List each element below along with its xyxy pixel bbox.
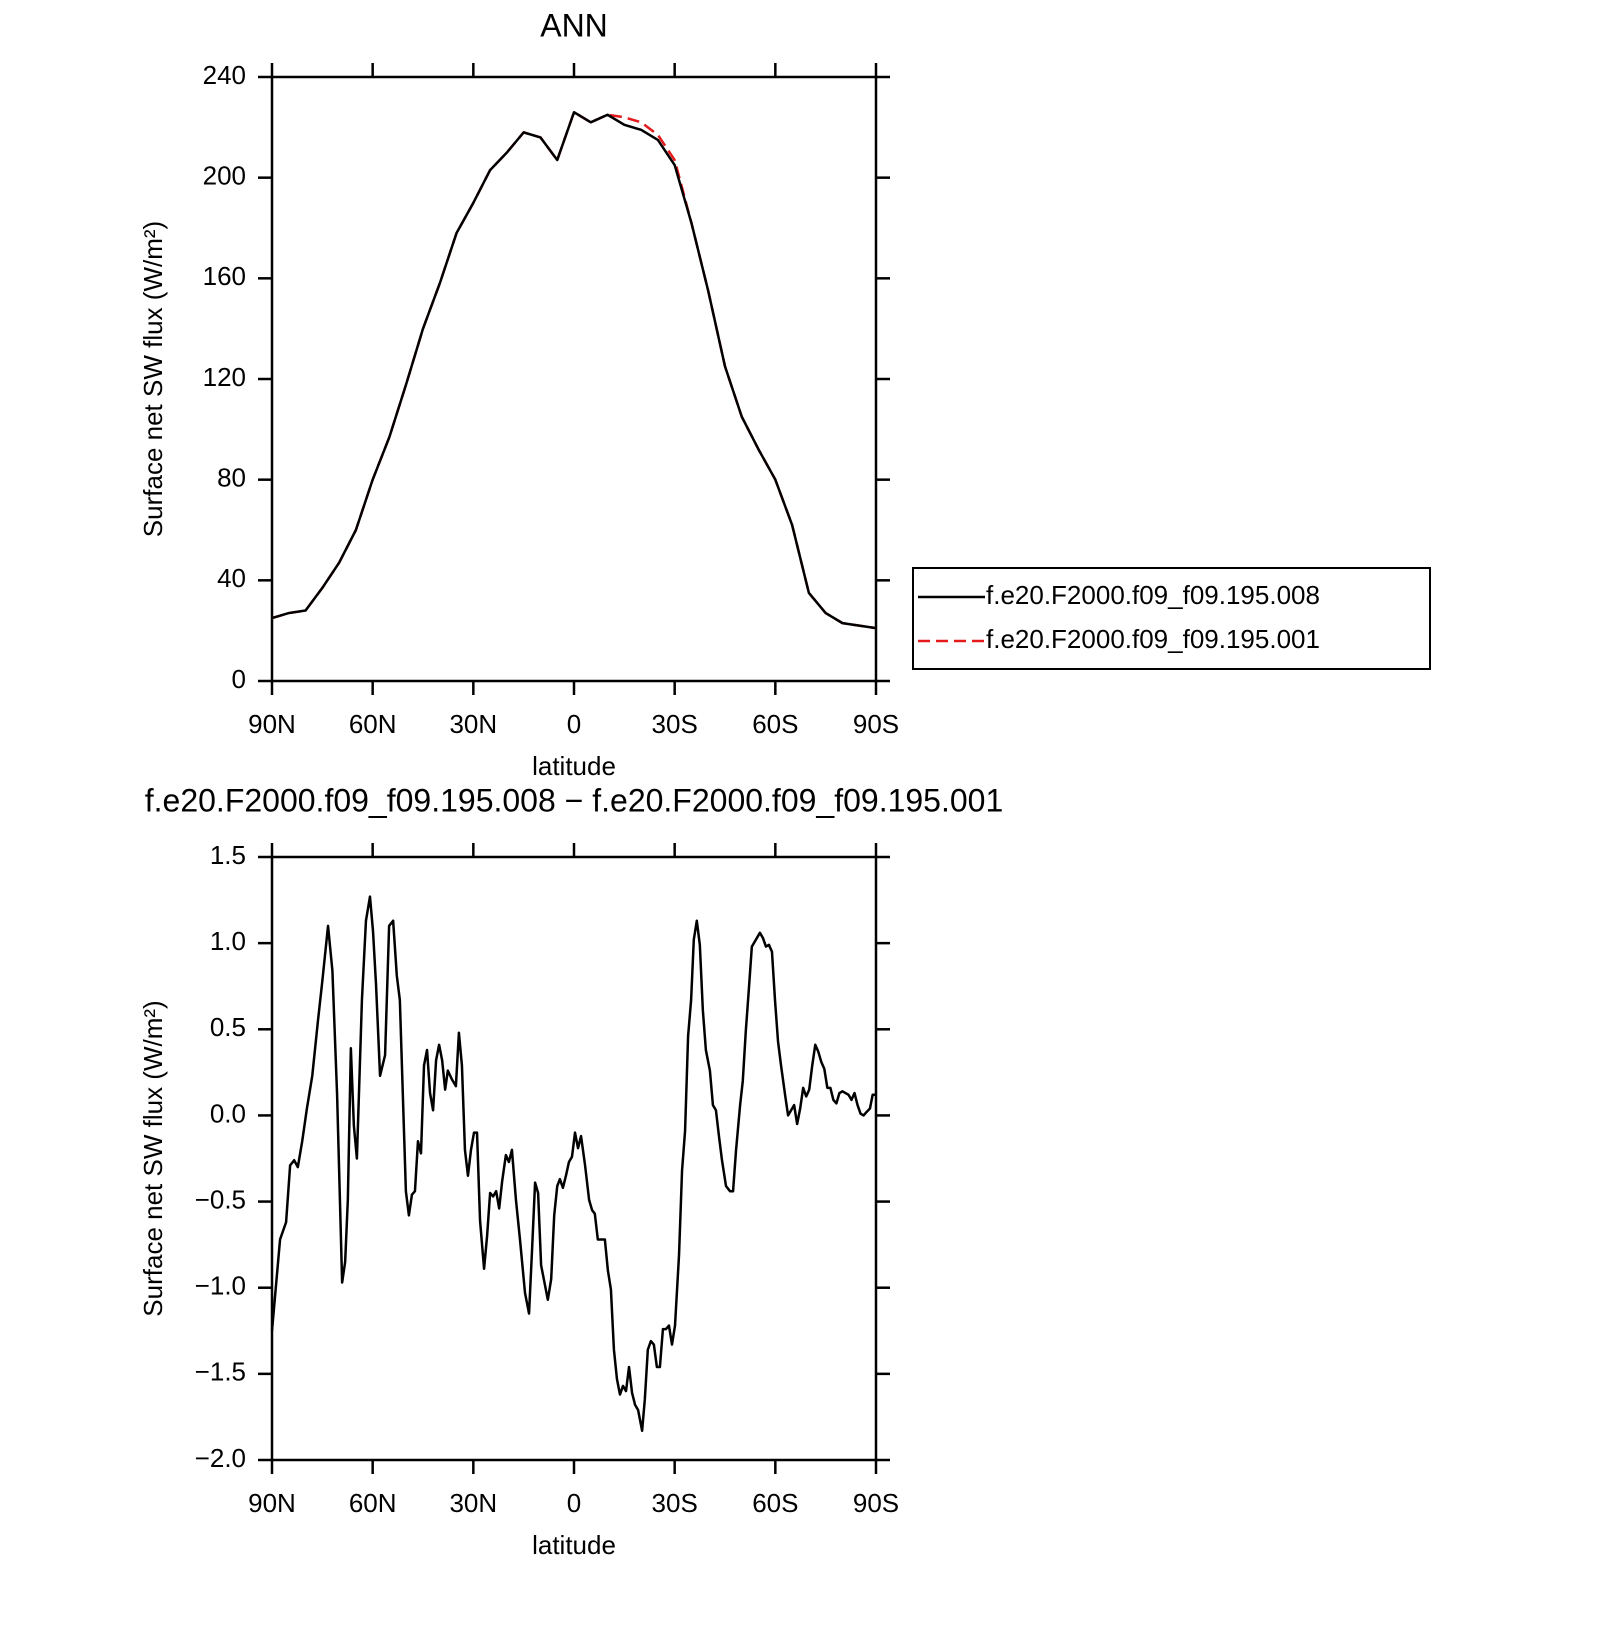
plot-frame (270, 75, 878, 683)
y-tick-label: 40 (217, 563, 246, 593)
y-tick-label: 240 (203, 60, 246, 90)
y-tick-label: 200 (203, 161, 246, 191)
y-tick-label: −2.0 (195, 1443, 246, 1473)
chart-title: ANN (540, 7, 608, 43)
data-line (271, 110, 877, 630)
x-tick-label: 90N (248, 1488, 296, 1518)
x-tick-label: 60N (349, 1488, 397, 1518)
y-tick-label: 0.0 (210, 1098, 246, 1128)
y-tick-label: −1.0 (195, 1271, 246, 1301)
y-tick-label: 160 (203, 261, 246, 291)
y-tick-label: −1.5 (195, 1357, 246, 1387)
x-tick-label: 90S (853, 1488, 899, 1518)
data-line (270, 895, 876, 1432)
legend-label: f.e20.F2000.f09_f09.195.001 (986, 624, 1320, 654)
data-line (271, 110, 877, 630)
x-tick-label: 30N (449, 1488, 497, 1518)
x-tick-label: 30N (449, 709, 497, 739)
plot-frame (270, 855, 878, 1462)
y-axis-label: Surface net SW flux (W/m²) (138, 221, 168, 537)
x-tick-label: 0 (567, 1488, 581, 1518)
y-tick-label: 1.0 (210, 926, 246, 956)
y-tick-label: −0.5 (195, 1184, 246, 1214)
x-tick-label: 90N (248, 709, 296, 739)
y-axis-label: Surface net SW flux (W/m²) (138, 1000, 168, 1316)
x-tick-label: 0 (567, 709, 581, 739)
legend-box (912, 567, 1431, 670)
legend-label: f.e20.F2000.f09_f09.195.008 (986, 580, 1320, 610)
x-tick-label: 60S (752, 1488, 798, 1518)
x-axis-label: latitude (532, 751, 616, 781)
x-tick-label: 30S (652, 1488, 698, 1518)
x-tick-label: 60S (752, 709, 798, 739)
x-tick-label: 60N (349, 709, 397, 739)
y-tick-label: 120 (203, 362, 246, 392)
x-tick-label: 30S (652, 709, 698, 739)
y-tick-label: 1.5 (210, 840, 246, 870)
chart-title: f.e20.F2000.f09_f09.195.008 − f.e20.F200… (145, 782, 1004, 818)
y-tick-label: 80 (217, 463, 246, 493)
y-tick-label: 0.5 (210, 1012, 246, 1042)
y-tick-label: 0 (232, 664, 246, 694)
x-tick-label: 90S (853, 709, 899, 739)
x-axis-label: latitude (532, 1530, 616, 1560)
